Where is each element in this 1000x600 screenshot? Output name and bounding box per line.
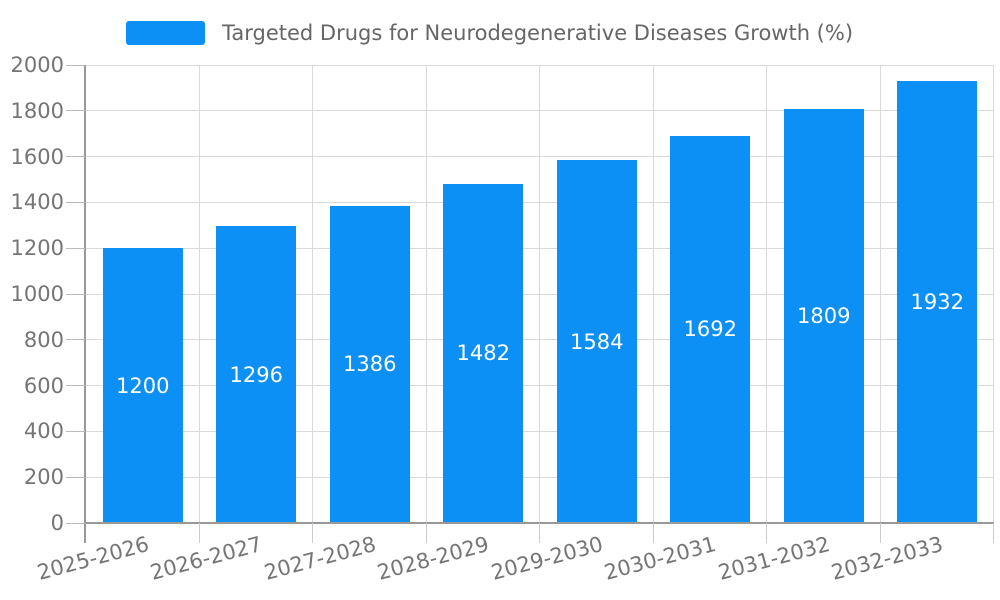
x-tick bbox=[766, 523, 767, 543]
y-tick-label: 800 bbox=[23, 327, 64, 352]
y-tick-label: 2000 bbox=[10, 53, 64, 77]
y-tick bbox=[66, 156, 85, 158]
bar[interactable] bbox=[670, 135, 751, 523]
y-tick bbox=[66, 293, 85, 295]
bar-value-label: 1296 bbox=[229, 362, 283, 387]
bar[interactable] bbox=[897, 80, 978, 523]
v-gridline bbox=[652, 65, 654, 523]
v-gridline bbox=[766, 65, 767, 523]
v-gridline bbox=[425, 65, 427, 523]
bar-value-label: 1809 bbox=[797, 303, 851, 328]
x-tick bbox=[198, 523, 200, 543]
bar[interactable] bbox=[102, 248, 183, 523]
x-tick bbox=[425, 523, 427, 543]
bar-value-label: 1200 bbox=[116, 373, 170, 398]
y-tick-label: 1200 bbox=[10, 236, 64, 261]
x-tick bbox=[312, 523, 313, 543]
y-tick bbox=[66, 385, 85, 387]
x-tick bbox=[652, 523, 654, 543]
y-tick-label: 1400 bbox=[10, 190, 64, 215]
bar[interactable] bbox=[443, 183, 524, 523]
bar[interactable] bbox=[216, 226, 297, 523]
v-gridline bbox=[312, 65, 313, 523]
y-tick-label: 1000 bbox=[10, 282, 64, 306]
v-gridline bbox=[879, 65, 881, 523]
y-tick bbox=[66, 522, 85, 524]
y-tick bbox=[66, 339, 85, 341]
y-tick bbox=[66, 201, 85, 203]
v-gridline bbox=[539, 65, 540, 523]
bar[interactable] bbox=[329, 205, 410, 523]
y-tick-label: 400 bbox=[23, 419, 64, 444]
y-axis-line bbox=[84, 65, 86, 543]
y-tick bbox=[66, 64, 85, 66]
y-tick bbox=[66, 110, 85, 112]
legend[interactable]: Targeted Drugs for Neurodegenerative Dis… bbox=[126, 20, 853, 46]
y-tick-label: 1600 bbox=[10, 144, 64, 169]
y-tick bbox=[66, 247, 85, 249]
bar-value-label: 1932 bbox=[910, 289, 964, 314]
x-tick bbox=[539, 523, 540, 543]
bar-value-label: 1584 bbox=[570, 329, 624, 354]
v-gridline bbox=[198, 65, 200, 523]
y-tick-label: 0 bbox=[50, 511, 64, 535]
x-tick bbox=[879, 523, 881, 543]
y-tick-label: 200 bbox=[23, 465, 64, 490]
y-tick-label: 600 bbox=[23, 373, 64, 398]
y-tick bbox=[66, 476, 85, 478]
v-gridline bbox=[993, 65, 994, 523]
legend-swatch-icon bbox=[126, 21, 205, 45]
bar-value-label: 1386 bbox=[343, 352, 397, 377]
y-tick bbox=[66, 430, 85, 432]
bar-value-label: 1692 bbox=[683, 317, 737, 342]
bar[interactable] bbox=[556, 160, 637, 523]
legend-label: Targeted Drugs for Neurodegenerative Dis… bbox=[222, 21, 854, 45]
x-tick bbox=[993, 523, 994, 543]
y-tick-label: 1800 bbox=[10, 98, 64, 123]
bar-value-label: 1482 bbox=[456, 341, 510, 366]
bar[interactable] bbox=[783, 108, 864, 523]
